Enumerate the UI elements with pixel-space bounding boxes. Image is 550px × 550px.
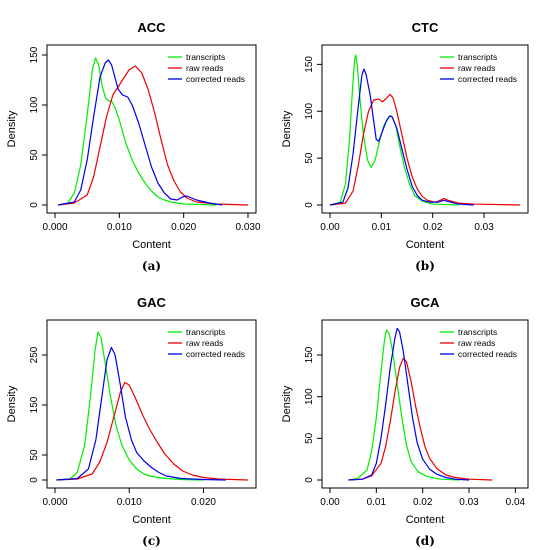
series-line-transcripts [348, 329, 460, 481]
x-tick-label: 0.02 [413, 497, 433, 508]
chart-title: GAC [137, 295, 167, 310]
plot-frame [321, 44, 529, 214]
legend-entry: corrected reads [186, 74, 245, 84]
y-tick-label: 0 [304, 202, 315, 208]
x-tick-label: 0.000 [42, 497, 67, 508]
y-tick-label: 100 [304, 102, 315, 119]
y-tick-label: 50 [304, 432, 315, 444]
panel-caption: (d) [415, 534, 435, 548]
legend-entry: transcripts [186, 52, 225, 62]
y-tick-label: 150 [29, 396, 40, 413]
y-axis-label: Density [6, 385, 18, 422]
legend-entry: transcripts [186, 327, 225, 337]
y-tick-label: 100 [29, 96, 40, 113]
x-axis-label: Content [132, 514, 171, 526]
x-axis-label: Content [406, 514, 445, 526]
x-tick-label: 0.03 [474, 222, 494, 233]
x-tick-label: 0.030 [235, 222, 260, 233]
x-tick-label: 0.04 [506, 497, 526, 508]
chart-title: GCA [411, 295, 441, 310]
chart-panel-3: GCA 0.00 0.01 0.02 0.03 0.04 0 50 100 150 Content D… [281, 295, 529, 548]
legend-entry: corrected reads [458, 349, 517, 359]
panel-caption: (c) [142, 534, 161, 548]
plot-frame [46, 319, 257, 489]
x-tick-label: 0.00 [320, 497, 340, 508]
series-line-transcripts [58, 57, 216, 206]
chart-panel-1: CTC 0.00 0.01 0.02 0.03 0 50 100 150 Content Densi… [281, 20, 529, 273]
y-tick-label: 250 [29, 346, 40, 363]
x-tick-label: 0.01 [372, 222, 392, 233]
series-line-corrected-reads [56, 346, 226, 481]
y-tick-label: 0 [304, 477, 315, 483]
series-line-raw-reads [56, 381, 249, 481]
chart-title: CTC [412, 20, 439, 35]
y-tick-label: 100 [304, 388, 315, 405]
chart-panel-2: GAC 0.000 0.010 0.020 0 50 150 250 Content Densit… [6, 295, 257, 548]
y-tick-label: 50 [304, 152, 315, 164]
x-axis-label: Content [406, 239, 445, 251]
x-tick-label: 0.010 [107, 222, 132, 233]
legend-entry: transcripts [458, 52, 497, 62]
y-tick-label: 0 [29, 477, 40, 483]
y-tick-label: 150 [304, 346, 315, 363]
y-tick-label: 0 [29, 202, 40, 208]
series-line-transcripts [56, 331, 204, 481]
series-line-raw-reads [329, 93, 521, 206]
series-line-raw-reads [58, 65, 249, 206]
legend-entry: transcripts [458, 327, 497, 337]
series-line-corrected-reads [348, 327, 470, 481]
series-line-raw-reads [348, 357, 493, 481]
x-tick-label: 0.01 [367, 497, 387, 508]
series-line-corrected-reads [329, 68, 474, 206]
y-tick-label: 50 [29, 449, 40, 461]
legend-entry: corrected reads [186, 349, 245, 359]
series-line-transcripts [329, 54, 459, 206]
y-tick-label: 150 [29, 46, 40, 63]
panel-caption: (b) [415, 259, 435, 273]
series-line-corrected-reads [58, 59, 223, 206]
legend-entry: raw reads [186, 338, 223, 348]
x-tick-label: 0.000 [42, 222, 67, 233]
plot-frame [46, 44, 257, 214]
x-tick-label: 0.020 [191, 497, 216, 508]
y-axis-label: Density [281, 110, 293, 147]
y-tick-label: 50 [29, 149, 40, 161]
y-tick-label: 150 [304, 56, 315, 73]
x-tick-label: 0.00 [320, 222, 340, 233]
x-tick-label: 0.03 [459, 497, 479, 508]
panel-caption: (a) [142, 259, 161, 273]
legend-entry: raw reads [458, 63, 495, 73]
y-axis-label: Density [281, 385, 293, 422]
legend-entry: raw reads [458, 338, 495, 348]
x-tick-label: 0.020 [171, 222, 196, 233]
legend-entry: corrected reads [458, 74, 517, 84]
plot-frame [321, 319, 529, 489]
y-axis-label: Density [6, 110, 18, 147]
x-tick-label: 0.010 [117, 497, 142, 508]
legend-entry: raw reads [186, 63, 223, 73]
chart-panel-0: ACC 0.000 0.010 0.020 0.030 0 50 100 150 Content D… [6, 20, 261, 273]
chart-title: ACC [137, 20, 166, 35]
x-tick-label: 0.02 [423, 222, 443, 233]
x-axis-label: Content [132, 239, 171, 251]
